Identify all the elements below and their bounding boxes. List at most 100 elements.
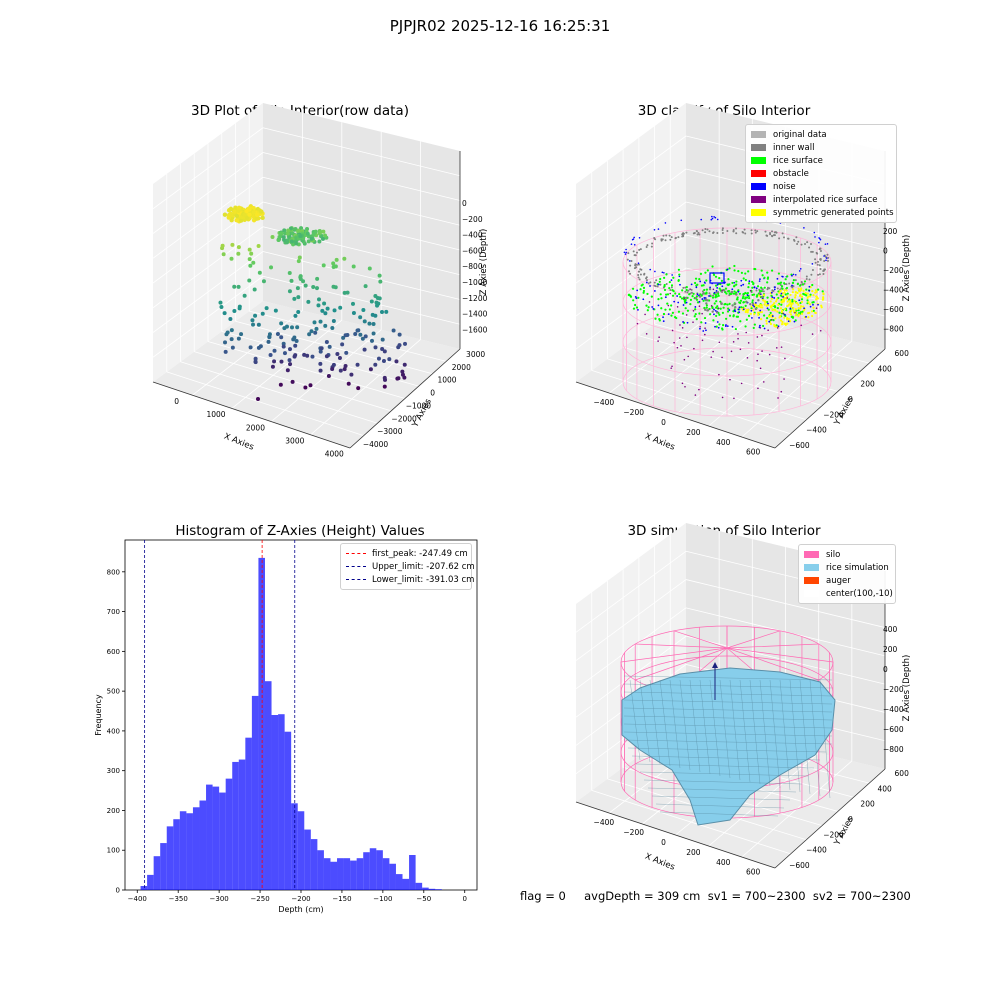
classify-point <box>671 288 674 292</box>
histogram-y-tick-label: 500 <box>107 688 120 696</box>
legend-swatch <box>751 196 766 203</box>
classify-point <box>708 292 711 295</box>
raw-point <box>321 263 326 268</box>
classify-point <box>756 230 759 233</box>
raw-point <box>318 319 323 324</box>
raw-point <box>376 356 381 361</box>
classify-point <box>718 276 721 280</box>
classify-point <box>724 317 728 320</box>
classify-point <box>725 324 727 326</box>
classify-point <box>758 316 760 319</box>
classify-point <box>697 231 700 234</box>
classify-point <box>795 311 798 314</box>
classify-point <box>799 307 802 310</box>
simulation-legend-item: silo <box>804 548 890 561</box>
classify-point <box>689 298 693 301</box>
raw-point <box>293 343 298 348</box>
classify-point <box>751 301 754 304</box>
histogram-bar <box>389 863 396 890</box>
classify-point <box>690 283 693 286</box>
classify-point <box>732 341 735 343</box>
histogram-bar <box>147 874 154 890</box>
classify-point <box>713 302 716 305</box>
classify-point <box>677 268 681 271</box>
classify-point <box>735 227 738 230</box>
classify-point <box>646 309 649 312</box>
classify-point <box>744 278 747 282</box>
raw-point <box>391 328 396 333</box>
classify-point <box>664 308 667 311</box>
raw-point <box>382 384 387 389</box>
classify-point <box>734 310 737 313</box>
simulation-x-tick-label: 200 <box>686 848 701 857</box>
classify-point <box>800 243 803 246</box>
raw-point <box>358 315 363 320</box>
classify-point <box>776 310 779 313</box>
classify-point <box>757 353 759 356</box>
classify-point <box>717 294 720 297</box>
classify-point <box>760 317 763 321</box>
classify-point <box>752 283 755 286</box>
classify-point <box>709 294 712 298</box>
raw-z-tick-label: −600 <box>462 246 483 255</box>
classify-point <box>779 314 782 318</box>
classify-point <box>818 273 821 276</box>
raw-point <box>312 320 317 325</box>
simulation-y-tick-label: 200 <box>860 800 875 809</box>
raw-grid <box>166 371 364 437</box>
raw-y-tick-label: −3000 <box>377 427 403 436</box>
raw-point <box>269 265 274 270</box>
classify-point <box>786 318 789 321</box>
legend-label: original data <box>773 129 827 140</box>
classify-point <box>694 313 697 316</box>
classify-point <box>808 285 811 288</box>
classify-point <box>681 327 684 329</box>
raw-plot-title: 3D Plot of Silo Interior(row data) <box>191 103 409 119</box>
classify-point <box>710 218 713 221</box>
simulation-y-axis-line <box>774 768 886 869</box>
classify-point <box>781 275 784 278</box>
histogram-legend-item: first_peak: -247.49 cm <box>346 547 468 560</box>
classify-point <box>693 315 696 318</box>
raw-point <box>297 255 302 260</box>
simulation-y-tick-label: 600 <box>895 769 910 778</box>
classify-point <box>682 321 684 323</box>
classify-y-tick-label: −600 <box>789 441 810 450</box>
classify-point <box>632 307 636 310</box>
simulation-legend-item: center(100,-10) <box>804 587 893 600</box>
raw-grid <box>262 152 461 201</box>
classify-point <box>677 236 680 239</box>
classify-point <box>652 308 655 310</box>
classify-point <box>740 284 743 287</box>
raw-point <box>250 318 255 323</box>
classify-x-axis-label: X Axies <box>643 432 676 453</box>
classify-point <box>783 289 786 292</box>
histogram-bar <box>422 887 429 890</box>
raw-point <box>286 228 291 233</box>
classify-point <box>718 373 720 376</box>
classify-point <box>768 315 771 318</box>
raw-point <box>303 385 308 390</box>
classify-point <box>715 291 718 294</box>
simulation-silo-roof <box>635 647 728 681</box>
classify-point <box>704 327 706 329</box>
classify-point <box>786 295 789 298</box>
raw-point <box>377 273 382 278</box>
simulation-silo-roof <box>726 647 819 681</box>
classify-point <box>787 237 790 240</box>
classify-point <box>770 291 773 294</box>
classify-point <box>781 320 784 324</box>
classify-point <box>719 300 722 303</box>
classify-point <box>684 385 686 388</box>
raw-point <box>358 332 363 337</box>
legend-label: auger <box>826 575 851 586</box>
classify-point <box>681 382 684 385</box>
classify-point <box>794 274 797 276</box>
raw-point <box>311 232 316 237</box>
classify-point <box>804 291 807 295</box>
raw-point <box>261 279 266 284</box>
classify-x-tick-label: 400 <box>716 438 731 447</box>
classify-point <box>671 294 675 297</box>
classify-point <box>683 358 686 361</box>
histogram-bar <box>219 792 226 890</box>
